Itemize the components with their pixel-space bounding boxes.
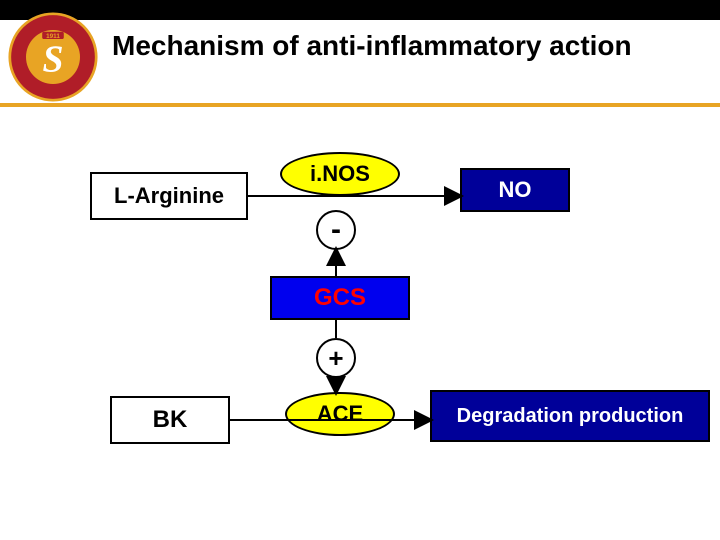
node-l-arginine: L-Arginine	[90, 172, 248, 220]
node-no: NO	[460, 168, 570, 212]
page-title: Mechanism of anti-inflammatory action	[112, 30, 632, 62]
node-gcs: GCS	[270, 276, 410, 320]
node-degradation: Degradation production	[430, 390, 710, 442]
logo-letter: S	[42, 38, 63, 80]
node-bk: BK	[110, 396, 230, 444]
node-plus: +	[316, 338, 356, 378]
university-logo: 1911 S	[8, 12, 98, 102]
node-minus: -	[316, 210, 356, 250]
node-inos: i.NOS	[280, 152, 400, 196]
title-underline-svg	[0, 0, 720, 540]
edges-svg	[0, 0, 720, 540]
slide-root: 1911 S Mechanism of anti-inflammatory ac…	[0, 0, 720, 540]
node-ace: ACE	[285, 392, 395, 436]
top-black-bar	[0, 0, 720, 20]
